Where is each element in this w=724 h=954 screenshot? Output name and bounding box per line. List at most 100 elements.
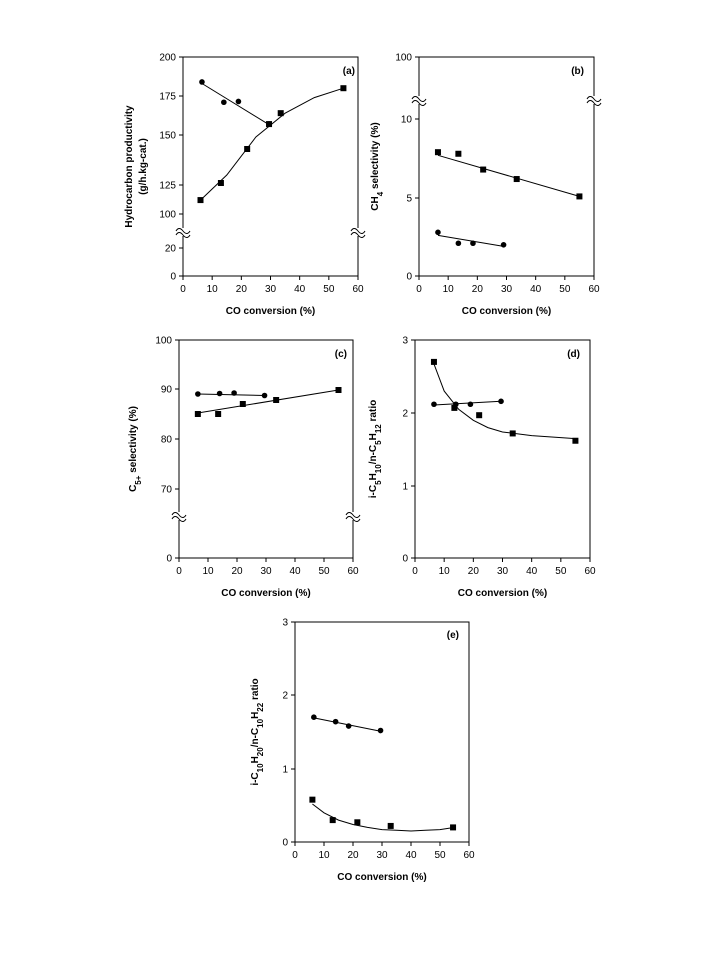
y-axis-label: CH4 selectivity (%)	[370, 122, 385, 210]
x-tick-label: 50	[323, 284, 335, 295]
x-tick-label: 40	[294, 284, 306, 295]
y-axis-label: i-C5H10/n-C5H12 ratio	[368, 400, 383, 498]
y-tick-label: 0	[170, 272, 176, 283]
data-point-square	[354, 819, 361, 826]
axis-break-left-c-gap	[173, 512, 185, 520]
x-tick-label: 60	[347, 566, 359, 577]
axis-break-left-a-top	[175, 228, 191, 234]
x-tick-label: 60	[352, 284, 364, 295]
axis-break-left-b-bottom	[411, 100, 427, 106]
axis-break-right-a-top	[350, 228, 366, 234]
y-tick-label: 200	[159, 53, 176, 64]
axis-break-right-a-bottom	[350, 232, 366, 238]
data-point-circle	[199, 79, 205, 85]
data-point-square	[329, 817, 336, 824]
fit-line-circle	[433, 400, 502, 406]
x-tick-label: 0	[292, 850, 298, 861]
axis-break-right-c-top	[345, 512, 361, 518]
plot-frame-a	[182, 56, 359, 277]
y-tick-label: 0	[402, 554, 408, 565]
x-tick-label: 10	[318, 850, 330, 861]
y-tick-label: 100	[159, 210, 176, 221]
y-tick-label: 0	[406, 272, 412, 283]
x-tick-label: 0	[412, 566, 418, 577]
panel-e: 0 10 20 30 40 50 60 0 1 2 3 CO conversion (%) i-C10H…	[250, 618, 475, 884]
y-tick-label: 3	[402, 336, 408, 347]
y-axis-label: Hydrocarbon productivity	[124, 105, 135, 228]
x-tick-label: 50	[555, 566, 567, 577]
axis-break-right-b-top	[586, 96, 602, 102]
data-point-square	[576, 193, 583, 200]
data-point-square	[450, 824, 457, 831]
y-tick-label: 3	[282, 618, 288, 629]
panel-d: 0 10 20 30 40 50 60 0 1 2 3 CO conversion (%) i-C5H1…	[368, 336, 596, 600]
y-tick-label: 20	[165, 244, 177, 255]
axis-break-right-b-bottom	[586, 100, 602, 106]
x-axis-label: CO conversion (%)	[226, 306, 315, 317]
x-tick-label: 20	[347, 850, 359, 861]
x-tick-label: 20	[236, 284, 248, 295]
fit-line-circle	[437, 234, 504, 247]
axis-break-left-a-bottom	[175, 232, 191, 238]
fit-line-circle	[197, 393, 265, 396]
data-point-circle	[221, 99, 227, 106]
y-axis-label: (g/h.kg-cat.)	[138, 138, 149, 195]
y-tick-label: 90	[161, 385, 173, 396]
x-tick-label: 10	[443, 284, 455, 295]
data-point-circle	[377, 727, 384, 734]
y-tick-label: 2	[402, 409, 408, 420]
data-point-square	[273, 397, 280, 403]
data-point-square	[340, 85, 347, 92]
data-point-square	[215, 411, 222, 417]
y-tick-label: 2	[282, 691, 288, 702]
x-tick-label: 50	[318, 566, 330, 577]
x-tick-label: 0	[180, 284, 186, 295]
data-point-square	[430, 358, 437, 365]
axis-break-right-a-gap	[352, 228, 364, 236]
x-tick-label: 60	[588, 284, 600, 295]
x-tick-label: 0	[416, 284, 422, 295]
data-point-circle	[195, 391, 201, 397]
x-tick-label: 40	[530, 284, 542, 295]
data-point-square	[217, 180, 224, 186]
data-point-circle	[235, 98, 242, 105]
data-point-square	[244, 146, 251, 152]
x-tick-label: 50	[434, 850, 446, 861]
panel-label: (a)	[343, 66, 355, 77]
data-point-square	[194, 411, 201, 417]
y-tick-label: 100	[155, 336, 172, 347]
x-tick-label: 40	[405, 850, 417, 861]
data-point-circle	[431, 401, 437, 408]
y-axis-label: i-C10H20/n-C10H22 ratio	[250, 678, 265, 785]
panel-b: 0 10 20 30 40 50 60 0 5 10 100 CO conversion (%) CH4…	[370, 53, 602, 317]
data-point-square	[335, 387, 342, 393]
data-point-circle	[332, 718, 339, 725]
axis-break-right-c-bottom	[345, 516, 361, 522]
x-tick-label: 60	[584, 566, 596, 577]
data-point-circle	[216, 390, 223, 397]
data-point-circle	[261, 392, 268, 399]
data-point-square	[480, 166, 487, 173]
data-point-circle	[500, 242, 507, 248]
data-point-square	[434, 149, 441, 156]
panel-c: 0 10 20 30 40 50 60 0 70 80 90 100 CO conversion (%)…	[128, 336, 361, 599]
fit-line-square	[197, 389, 339, 414]
y-tick-label: 150	[159, 131, 176, 142]
panel-label: (d)	[567, 349, 580, 360]
data-point-circle	[470, 240, 476, 247]
y-tick-label: 125	[159, 181, 176, 192]
y-tick-label: 1	[402, 482, 408, 493]
x-tick-label: 30	[265, 284, 277, 295]
x-tick-label: 30	[497, 566, 509, 577]
x-tick-label: 10	[202, 566, 214, 577]
fit-line-square	[433, 363, 576, 440]
y-axis-label: C5+ selectivity (%)	[128, 406, 143, 492]
data-point-circle	[311, 714, 317, 720]
data-point-circle	[345, 723, 352, 729]
y-tick-label: 0	[166, 554, 172, 565]
axis-break-left-b-top	[411, 96, 427, 102]
data-point-square	[451, 404, 458, 411]
y-tick-label: 1	[282, 765, 288, 776]
